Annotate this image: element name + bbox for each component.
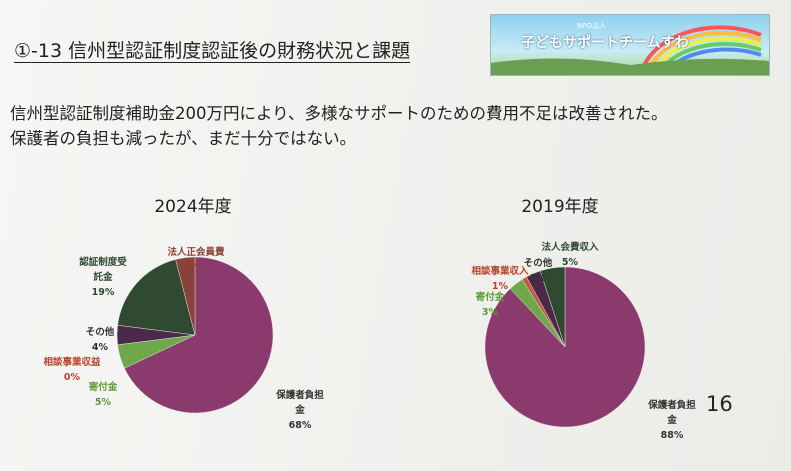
slice-label: 相談事業収益 0%	[32, 355, 112, 385]
category-label: 保護者負担金	[276, 390, 324, 416]
category-label: 認証制度受託金	[79, 257, 127, 283]
slice-label: 法人会費収入 5%	[530, 240, 610, 270]
value-label: 88%	[660, 430, 684, 441]
value-label: 1%	[491, 281, 509, 292]
pie-slice	[175, 256, 196, 336]
value-label: 4%	[91, 342, 109, 353]
category-label: 保護者負担金	[648, 400, 696, 426]
slide-title: ①-13 信州型認証制度認証後の財務状況と課題	[14, 40, 411, 62]
logo: NPO法人 子どもサポートチームすわ	[490, 14, 770, 76]
value-label: 4%	[187, 262, 205, 273]
pie-slice	[539, 266, 566, 348]
value-label: 3%	[481, 307, 499, 318]
category-label: 寄付金	[88, 382, 118, 393]
logo-name: 子どもサポートチームすわ	[521, 35, 689, 51]
slice-label: その他 3%	[513, 256, 563, 286]
body-text: 信州型認証制度補助金200万円により、多様なサポートのための費用不足は改善された…	[10, 104, 668, 123]
value-label: 0%	[63, 372, 81, 383]
category-label: その他	[523, 258, 553, 269]
logo-art	[491, 25, 769, 75]
page-number: 16	[706, 392, 733, 416]
slice-label: 保護者負担金 88%	[644, 398, 700, 443]
body-text: 保護者の負担も減ったが、まだ十分ではない。	[10, 129, 357, 148]
value-label: 19%	[91, 287, 115, 298]
value-label: 68%	[288, 420, 312, 431]
slice-label: その他 4%	[75, 325, 125, 355]
value-label: 3%	[529, 273, 547, 284]
slice-label: 保護者負担金 68%	[272, 388, 328, 433]
slice-label: 相談事業収入 1%	[460, 264, 540, 294]
category-label: 法人正会員費	[167, 247, 225, 258]
logo-org: NPO法人	[577, 22, 606, 30]
slice-label: 寄付金 5%	[78, 380, 128, 410]
slice-label: 法人正会員費 4%	[156, 245, 236, 275]
pie-slice	[124, 256, 274, 414]
category-label: 寄付金	[475, 292, 505, 303]
pie-slice	[117, 259, 196, 336]
value-label: 5%	[561, 257, 579, 268]
category-label: 相談事業収入	[471, 266, 529, 277]
value-label: 5%	[94, 397, 112, 408]
slice-label: 認証制度受託金 19%	[75, 255, 131, 300]
category-label: その他	[85, 327, 115, 338]
category-label: 相談事業収益	[43, 357, 101, 368]
pie-title: 2024年度	[154, 197, 232, 217]
slice-label: 寄付金 3%	[465, 290, 515, 320]
category-label: 法人会費収入	[541, 242, 599, 253]
pie-title: 2019年度	[521, 197, 599, 217]
